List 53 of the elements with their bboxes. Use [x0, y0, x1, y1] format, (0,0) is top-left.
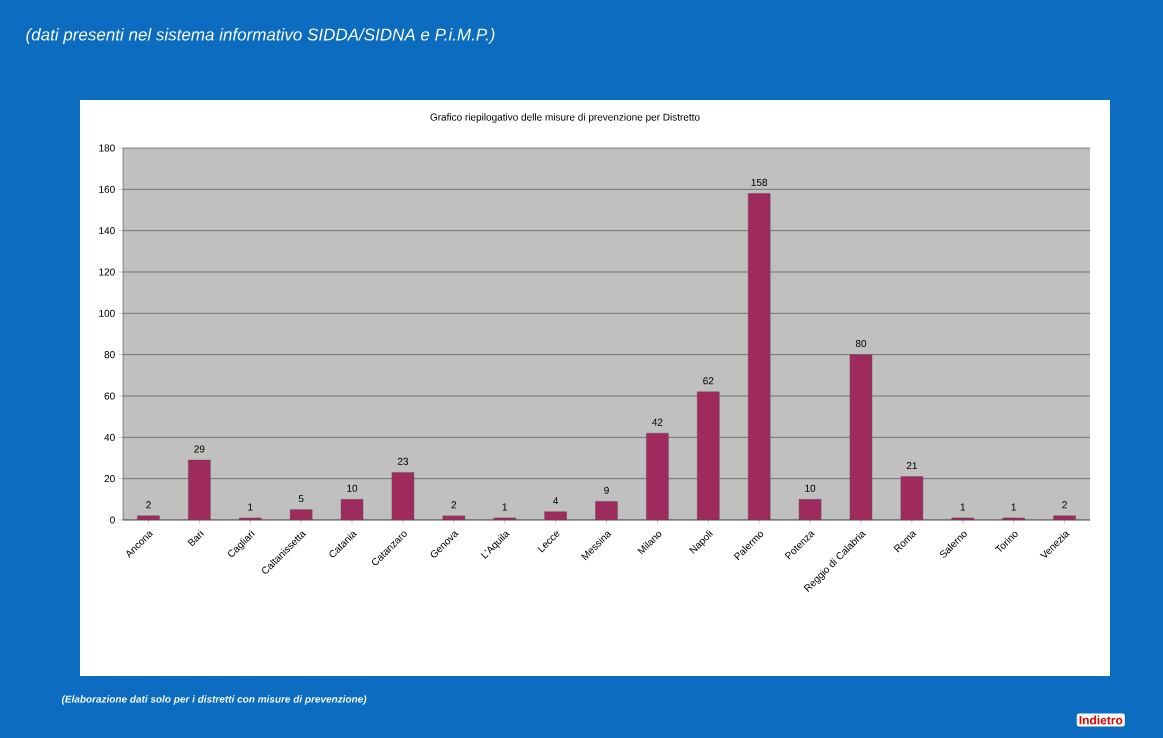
text: Indietro [1079, 715, 1123, 725]
data-label: 21 [906, 462, 917, 470]
bar [239, 517, 262, 520]
data-label: 1 [502, 503, 508, 511]
data-label: 1 [1011, 503, 1016, 511]
bar [340, 499, 364, 520]
data-label: 2 [451, 501, 457, 509]
chart-subtitle: (dati presenti nel sistema informativo SIDDA/SIDNA e P.i.M.P.) [26, 28, 495, 44]
y-tick-label: 20 [104, 475, 115, 483]
x-tick-label: Bari [187, 529, 204, 547]
bar [1053, 515, 1076, 520]
data-label: 2 [146, 501, 151, 509]
data-label: 29 [194, 445, 205, 453]
bar [289, 509, 313, 520]
bar [1002, 517, 1025, 520]
y-tick-label: 100 [99, 309, 115, 317]
data-label: 4 [553, 497, 559, 505]
bar [646, 432, 669, 520]
bar [544, 511, 567, 520]
data-label: 10 [347, 484, 358, 492]
y-tick-label: 180 [99, 144, 115, 152]
data-label: 10 [805, 484, 816, 492]
data-label: 158 [751, 178, 768, 186]
bar [798, 499, 822, 520]
bar [442, 515, 466, 520]
y-tick-label: 160 [99, 185, 115, 193]
y-tick-label: 0 [110, 516, 115, 524]
data-label: 9 [604, 486, 609, 494]
bar [595, 501, 618, 520]
data-label: 5 [298, 495, 304, 503]
bar [137, 515, 160, 520]
y-tick-label: 120 [99, 268, 115, 276]
y-tick-label: 80 [104, 351, 115, 359]
data-label: 23 [397, 457, 409, 465]
bar [849, 354, 873, 520]
bar [951, 517, 974, 520]
y-tick-label: 60 [104, 392, 115, 400]
bar [391, 472, 415, 520]
bar [747, 193, 771, 520]
data-label: 62 [703, 377, 714, 385]
data-label: 80 [855, 340, 867, 348]
bar [900, 476, 924, 520]
chart-title: Grafico riepilogativo delle misure di prevenzione per Distretto [430, 113, 700, 123]
y-tick-label: 140 [99, 227, 115, 235]
bar [188, 459, 211, 520]
data-label: 1 [248, 503, 253, 511]
bar [697, 391, 720, 520]
data-label: 2 [1062, 501, 1067, 509]
y-tick-label: 40 [104, 433, 115, 441]
data-label: 1 [960, 503, 966, 511]
bar [493, 517, 516, 520]
text: (Elaborazione dati solo per i distretti con misure di prevenzione) [61, 695, 367, 705]
data-label: 42 [652, 418, 663, 426]
